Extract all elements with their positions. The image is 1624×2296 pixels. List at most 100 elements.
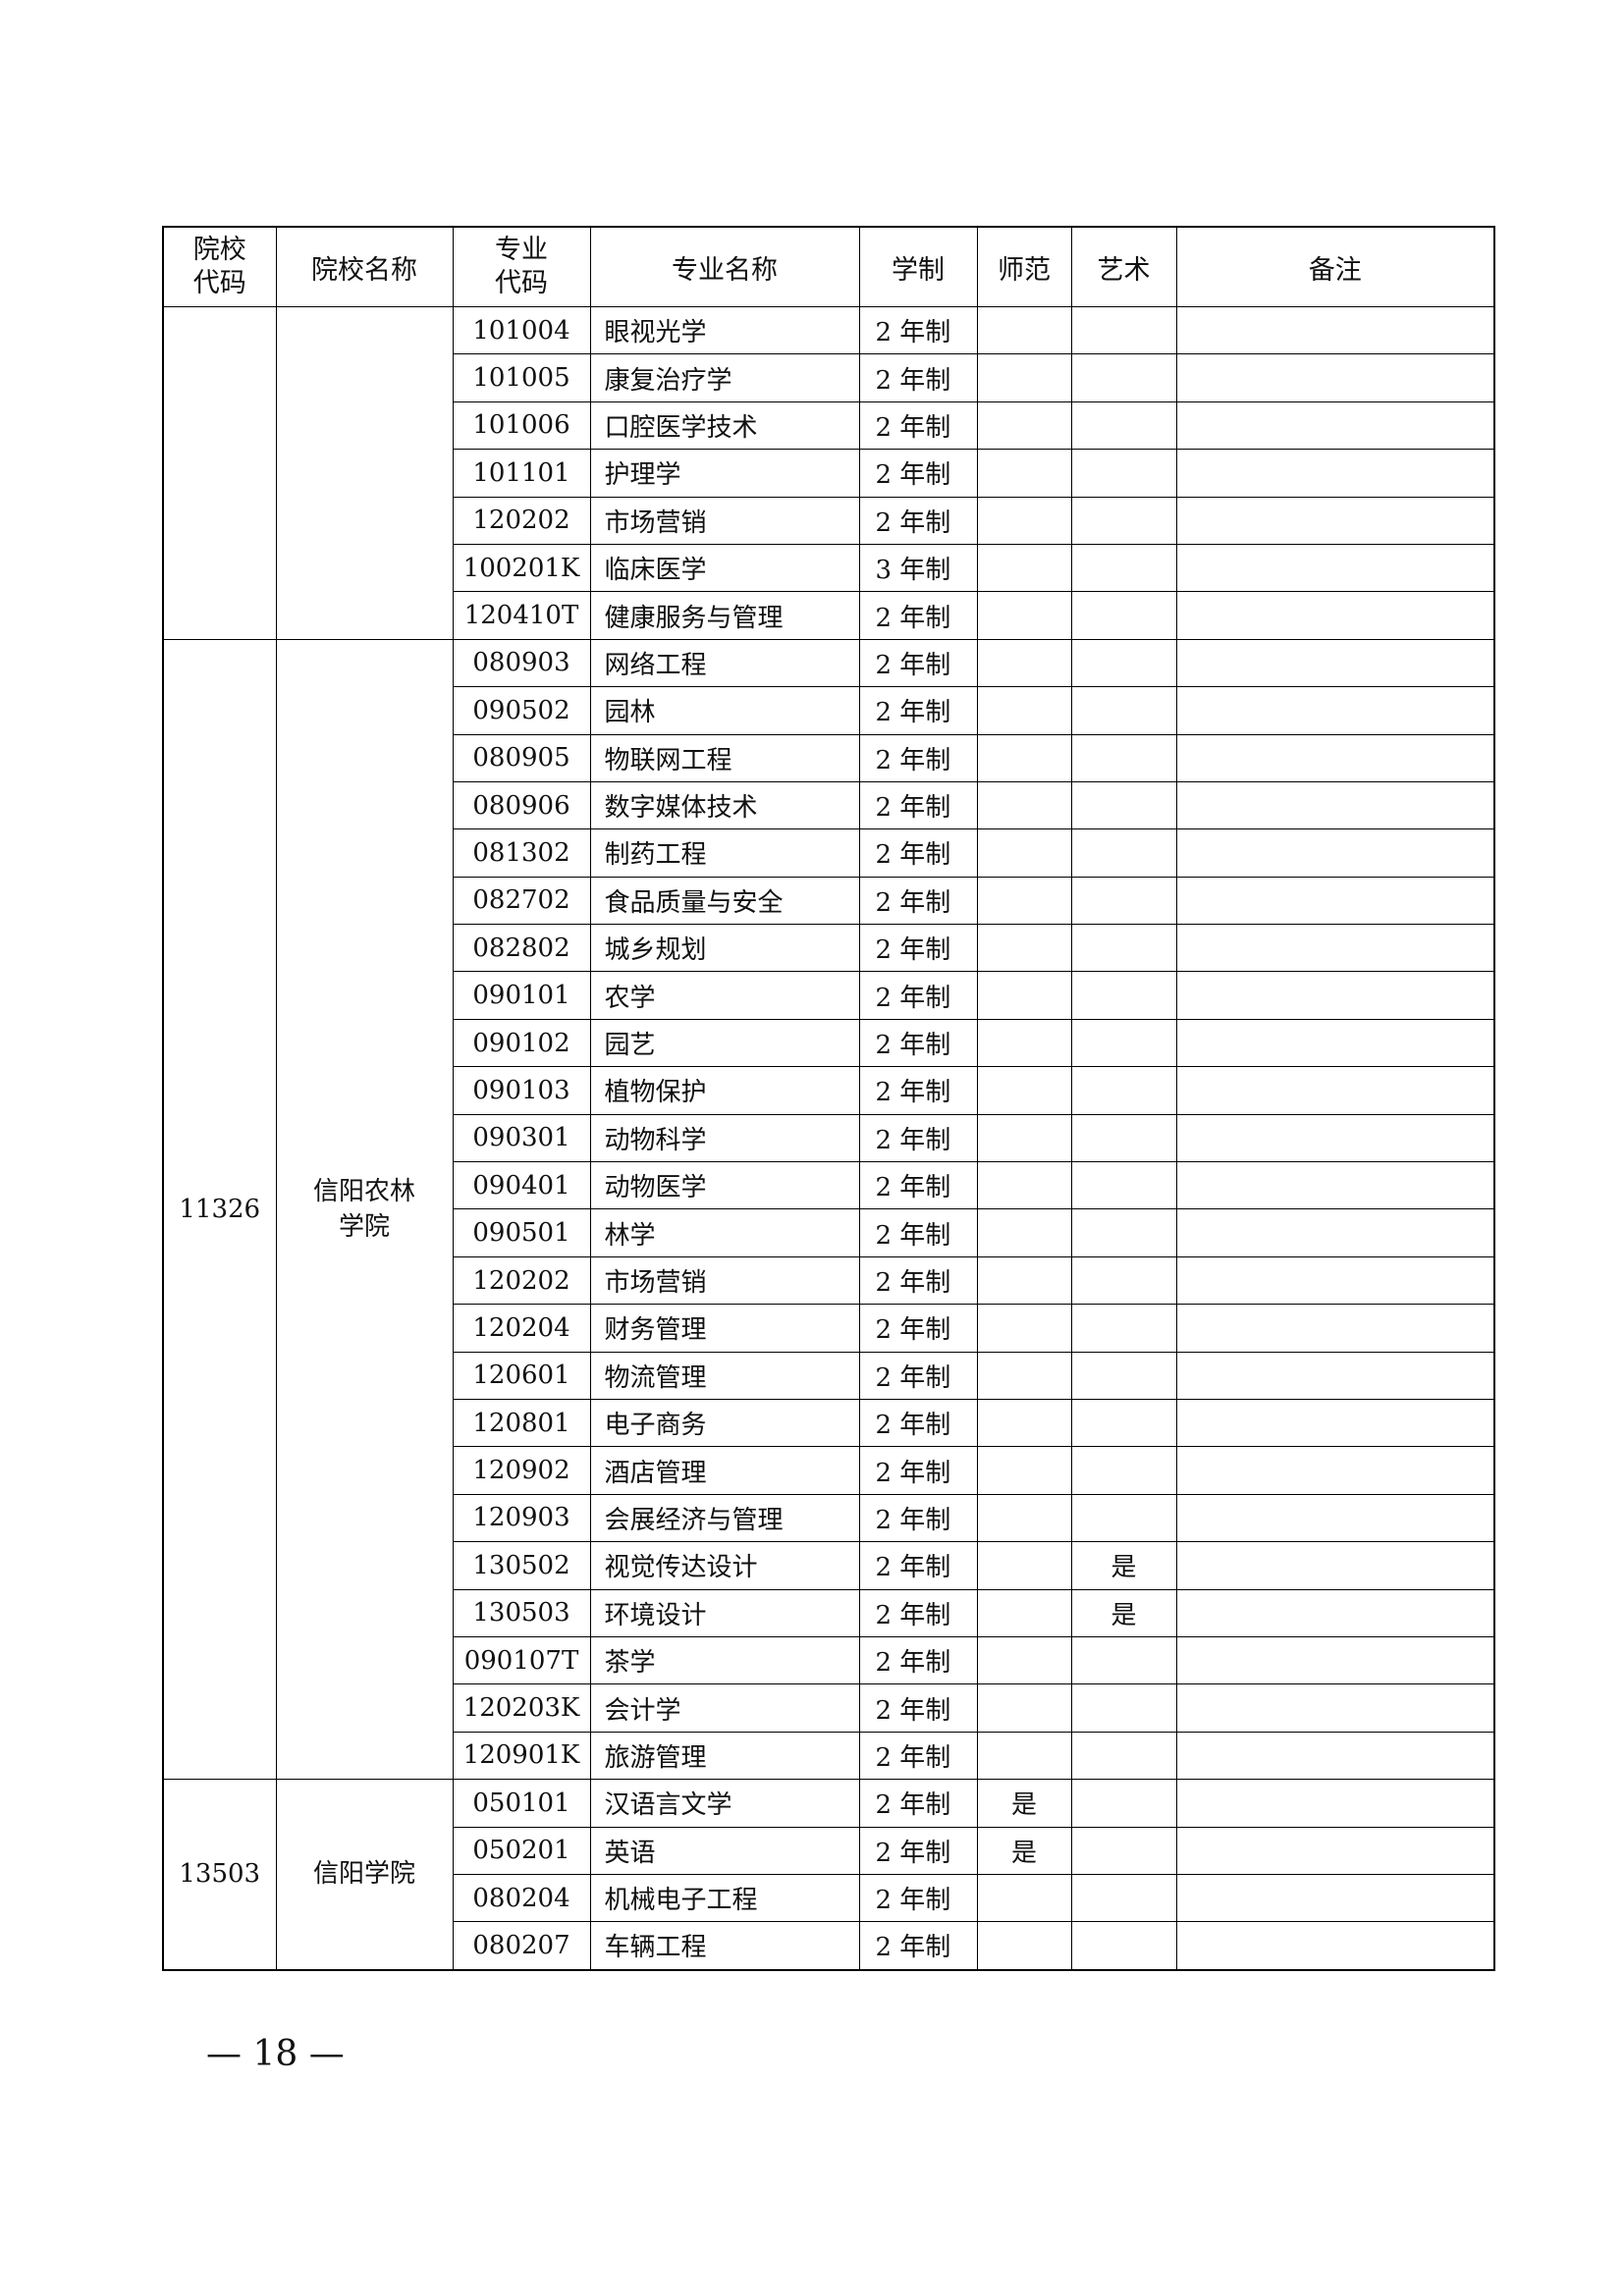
teacher xyxy=(976,496,1072,545)
note xyxy=(1175,400,1495,451)
header-text: 院校名称 xyxy=(311,254,417,286)
major-code: 120410T xyxy=(452,591,591,640)
duration: 2 年制 xyxy=(858,1208,978,1257)
column-header: 学制 xyxy=(858,226,978,307)
note xyxy=(1175,876,1495,926)
teacher xyxy=(976,1541,1072,1590)
major-code: 080903 xyxy=(452,638,591,688)
duration: 2 年制 xyxy=(858,1826,978,1875)
column-header: 院校代码 xyxy=(162,226,277,307)
table-row: 120202 市场营销 2 年制 xyxy=(163,1255,1495,1306)
table-row: 120801 电子商务 2 年制 xyxy=(163,1398,1495,1448)
art xyxy=(1070,305,1177,355)
major-name: 汉语言文学 xyxy=(589,1779,860,1828)
note xyxy=(1175,496,1495,545)
table-row: 120202 市场营销 2 年制 xyxy=(163,496,1495,545)
table-row: 120601 物流管理 2 年制 xyxy=(163,1351,1495,1400)
teacher xyxy=(976,1351,1072,1400)
header-text: 艺术 xyxy=(1097,254,1151,286)
note xyxy=(1175,1113,1495,1163)
note xyxy=(1175,305,1495,355)
duration: 2 年制 xyxy=(858,1304,978,1353)
table-row: 090101 农学 2 年制 xyxy=(163,971,1495,1020)
column-header: 备注 xyxy=(1175,226,1495,307)
note xyxy=(1175,591,1495,640)
table-row: 090102 园艺 2 年制 xyxy=(163,1018,1495,1068)
note xyxy=(1175,780,1495,830)
teacher: 是 xyxy=(976,1779,1072,1828)
table-row: 080204 机械电子工程 2 年制 xyxy=(163,1873,1495,1923)
duration: 2 年制 xyxy=(858,1255,978,1306)
art xyxy=(1070,1208,1177,1257)
art xyxy=(1070,1255,1177,1306)
table-row: 082702 食品质量与安全 2 年制 xyxy=(163,876,1495,926)
major-code: 101101 xyxy=(452,449,591,498)
major-name: 网络工程 xyxy=(589,638,860,688)
art xyxy=(1070,1304,1177,1353)
major-code: 080905 xyxy=(452,733,591,782)
major-name: 物联网工程 xyxy=(589,733,860,782)
major-code: 120202 xyxy=(452,496,591,545)
major-name: 财务管理 xyxy=(589,1304,860,1353)
note xyxy=(1175,1208,1495,1257)
teacher xyxy=(976,1018,1072,1068)
major-code: 120903 xyxy=(452,1493,591,1543)
teacher xyxy=(976,828,1072,878)
table-row: 13503 信阳学院 050101 汉语言文学 2 年制是 xyxy=(162,1779,1495,1971)
teacher xyxy=(976,1731,1072,1781)
major-name: 动物医学 xyxy=(589,1161,860,1210)
school-code: 11326 xyxy=(162,638,277,1781)
school-name xyxy=(275,306,454,640)
table-row: 090501 林学 2 年制 xyxy=(163,1208,1495,1257)
duration: 2 年制 xyxy=(858,1018,978,1068)
header-text: 院校代码 xyxy=(192,235,246,298)
major-name: 农学 xyxy=(589,971,860,1020)
major-code: 130503 xyxy=(452,1588,591,1637)
art xyxy=(1070,638,1177,688)
teacher xyxy=(976,1873,1072,1923)
duration: 2 年制 xyxy=(858,1066,978,1115)
major-code: 080207 xyxy=(452,1921,591,1971)
note xyxy=(1175,1635,1495,1685)
table-body: 101004 眼视光学 2 年制 101005 康复治疗学 2 年制 101006 口腔医学技… xyxy=(162,305,1495,1971)
duration: 3 年制 xyxy=(858,543,978,593)
duration: 2 年制 xyxy=(858,1635,978,1685)
note xyxy=(1175,1018,1495,1068)
teacher xyxy=(976,1066,1072,1115)
major-name: 旅游管理 xyxy=(589,1731,860,1781)
major-code: 120901K xyxy=(452,1731,591,1781)
table-row: 090502 园林 2 年制 xyxy=(163,686,1495,735)
duration: 2 年制 xyxy=(858,1588,978,1637)
note xyxy=(1175,1873,1495,1923)
header-text: 师范 xyxy=(998,254,1051,286)
page-number: — 18 — xyxy=(206,2034,345,2074)
major-name: 动物科学 xyxy=(589,1113,860,1163)
major-code: 090103 xyxy=(452,1066,591,1115)
art xyxy=(1070,591,1177,640)
teacher xyxy=(976,1161,1072,1210)
major-name: 物流管理 xyxy=(589,1351,860,1400)
teacher xyxy=(976,1446,1072,1495)
duration: 2 年制 xyxy=(858,924,978,973)
column-header: 师范 xyxy=(976,226,1072,307)
art xyxy=(1070,1826,1177,1875)
table-row: 120903 会展经济与管理 2 年制 xyxy=(163,1493,1495,1543)
major-code: 101004 xyxy=(452,305,591,355)
major-name: 数字媒体技术 xyxy=(589,780,860,830)
note xyxy=(1175,1446,1495,1495)
duration: 2 年制 xyxy=(858,1541,978,1590)
header-text: 备注 xyxy=(1308,254,1362,286)
note xyxy=(1175,828,1495,878)
teacher xyxy=(976,449,1072,498)
teacher xyxy=(976,591,1072,640)
major-name: 护理学 xyxy=(589,449,860,498)
major-code: 120601 xyxy=(452,1351,591,1400)
major-code: 050101 xyxy=(452,1779,591,1828)
major-name: 临床医学 xyxy=(589,543,860,593)
table-row: 090401 动物医学 2 年制 xyxy=(163,1161,1495,1210)
table-row: 080906 数字媒体技术 2 年制 xyxy=(163,780,1495,830)
teacher xyxy=(976,924,1072,973)
major-code: 082702 xyxy=(452,876,591,926)
duration: 2 年制 xyxy=(858,971,978,1020)
teacher xyxy=(976,400,1072,451)
